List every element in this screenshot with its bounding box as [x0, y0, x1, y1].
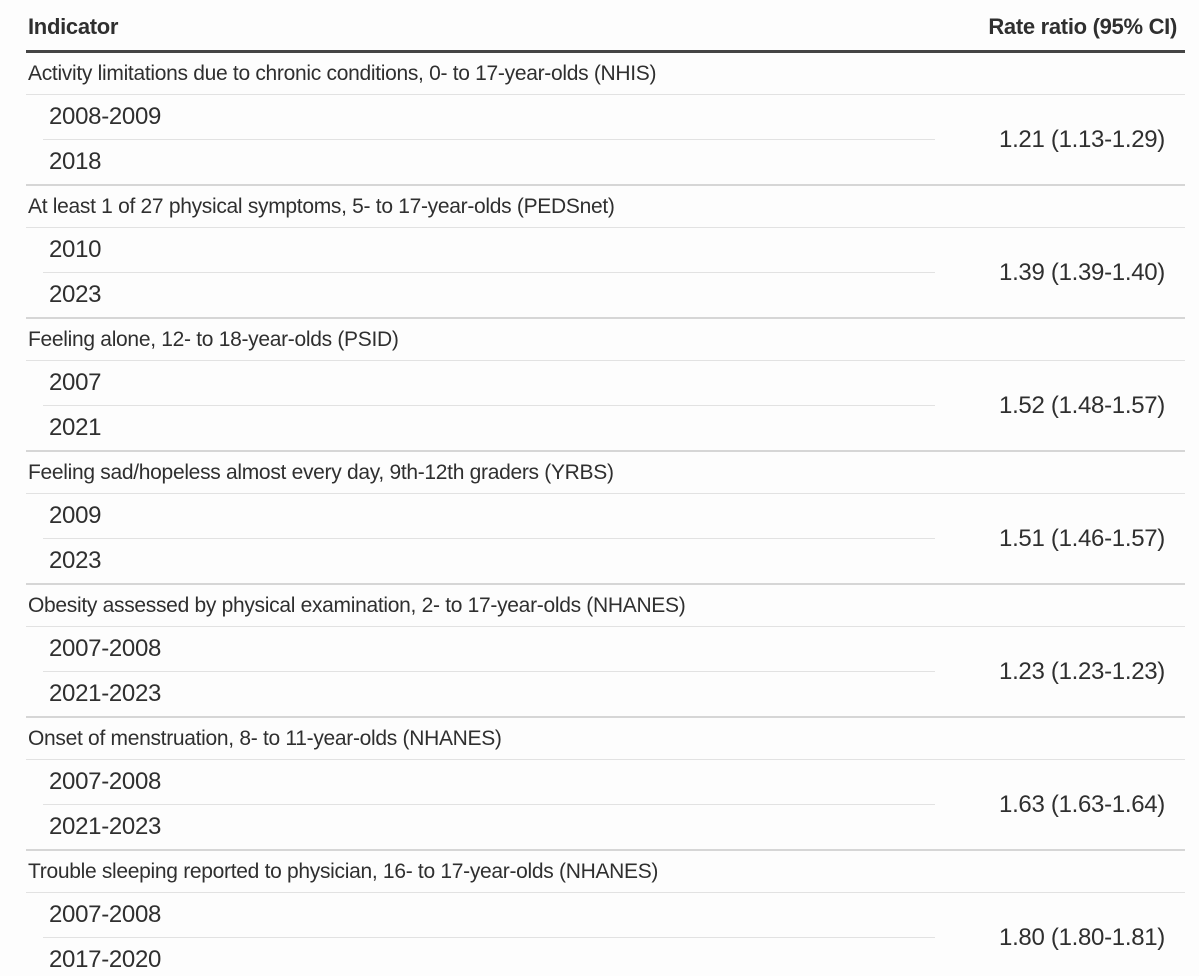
period-start-row: 2007-2008	[43, 760, 935, 805]
rate-ratio-value: 1.80 (1.80-1.81)	[999, 923, 1165, 951]
indicator-group-body: 2007-2008 2021-2023 1.23 (1.23-1.23)	[26, 627, 1185, 716]
period-end-row: 2023	[49, 547, 102, 574]
indicator-group-body: 2007-2008 2017-2020 1.80 (1.80-1.81)	[26, 893, 1185, 976]
indicator-label: Activity limitations due to chronic cond…	[26, 53, 1185, 95]
rate-ratio-value: 1.63 (1.63-1.64)	[999, 790, 1165, 818]
period-start-row: 2007-2008	[43, 627, 935, 672]
indicator-group: Trouble sleeping reported to physician, …	[26, 851, 1185, 976]
indicator-label: Feeling sad/hopeless almost every day, 9…	[26, 452, 1185, 494]
period-end-row: 2023	[49, 281, 102, 308]
rate-ratio-value: 1.51 (1.46-1.57)	[999, 524, 1165, 552]
indicator-label: Onset of menstruation, 8- to 11-year-old…	[26, 718, 1185, 760]
period-column: 2009 2023	[43, 494, 935, 583]
indicator-label: Obesity assessed by physical examination…	[26, 585, 1185, 627]
period-start-row: 2007-2008	[43, 893, 935, 938]
period-end-row: 2021-2023	[49, 680, 162, 707]
indicator-label: Feeling alone, 12- to 18-year-olds (PSID…	[26, 319, 1185, 361]
indicator-group: At least 1 of 27 physical symptoms, 5- t…	[26, 186, 1185, 319]
rate-ratio-value: 1.52 (1.48-1.57)	[999, 391, 1165, 419]
indicator-group-body: 2007 2021 1.52 (1.48-1.57)	[26, 361, 1185, 450]
table-body: Activity limitations due to chronic cond…	[26, 53, 1185, 976]
indicator-label: At least 1 of 27 physical symptoms, 5- t…	[26, 186, 1185, 228]
column-header-indicator: Indicator	[28, 14, 119, 39]
table-header-row: Indicator Rate ratio (95% CI)	[26, 6, 1185, 53]
period-end-row: 2021-2023	[49, 813, 162, 840]
indicator-group: Obesity assessed by physical examination…	[26, 585, 1185, 718]
period-start-row: 2009	[43, 494, 935, 539]
rate-ratio-value: 1.21 (1.13-1.29)	[999, 125, 1165, 153]
period-end-row: 2018	[49, 148, 102, 175]
rate-ratio-value: 1.23 (1.23-1.23)	[999, 657, 1165, 685]
period-column: 2007-2008 2021-2023	[43, 627, 935, 716]
period-end-row: 2017-2020	[49, 946, 162, 973]
period-column: 2007-2008 2021-2023	[43, 760, 935, 849]
period-end-row: 2021	[49, 414, 102, 441]
column-header-rate-ratio: Rate ratio (95% CI)	[988, 14, 1177, 39]
indicator-label: Trouble sleeping reported to physician, …	[26, 851, 1185, 893]
indicator-group: Feeling alone, 12- to 18-year-olds (PSID…	[26, 319, 1185, 452]
indicator-group: Onset of menstruation, 8- to 11-year-old…	[26, 718, 1185, 851]
indicator-group-body: 2010 2023 1.39 (1.39-1.40)	[26, 228, 1185, 317]
indicator-group-body: 2009 2023 1.51 (1.46-1.57)	[26, 494, 1185, 583]
indicator-group: Feeling sad/hopeless almost every day, 9…	[26, 452, 1185, 585]
indicator-group: Activity limitations due to chronic cond…	[26, 53, 1185, 186]
indicator-group-body: 2007-2008 2021-2023 1.63 (1.63-1.64)	[26, 760, 1185, 849]
indicator-group-body: 2008-2009 2018 1.21 (1.13-1.29)	[26, 95, 1185, 184]
period-start-row: 2008-2009	[43, 95, 935, 140]
rate-ratio-value: 1.39 (1.39-1.40)	[999, 258, 1165, 286]
period-start-row: 2010	[43, 228, 935, 273]
period-column: 2007 2021	[43, 361, 935, 450]
period-column: 2007-2008 2017-2020	[43, 893, 935, 976]
period-start-row: 2007	[43, 361, 935, 406]
period-column: 2008-2009 2018	[43, 95, 935, 184]
period-column: 2010 2023	[43, 228, 935, 317]
